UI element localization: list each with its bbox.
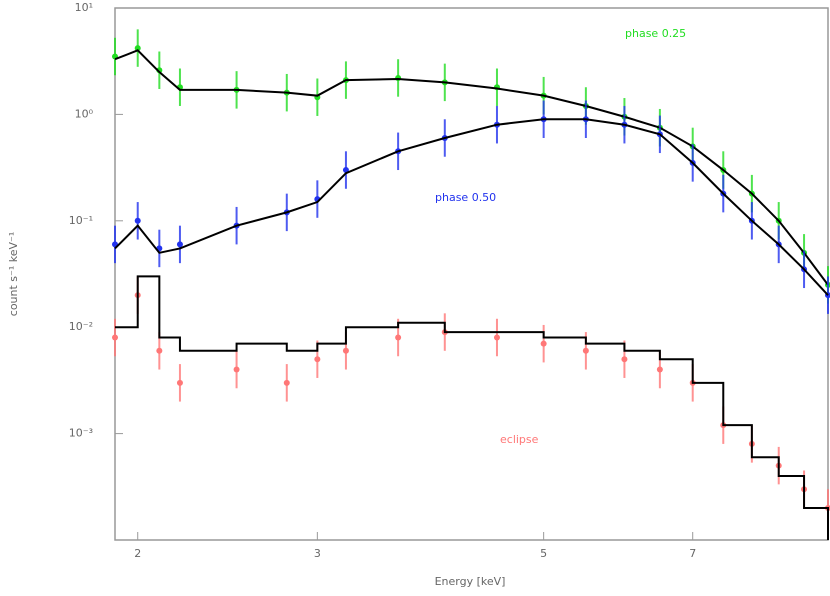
x-tick-label: 5 bbox=[540, 547, 547, 560]
y-tick-label: 10⁻³ bbox=[69, 427, 93, 440]
data-point bbox=[342, 347, 349, 354]
model-line bbox=[115, 275, 829, 540]
data-point bbox=[233, 366, 240, 373]
series-label: eclipse bbox=[500, 433, 539, 446]
x-tick-label: 2 bbox=[134, 547, 141, 560]
data-point bbox=[156, 347, 163, 354]
data-point bbox=[176, 241, 183, 248]
series-label: phase 0.25 bbox=[625, 27, 686, 40]
data-point bbox=[283, 379, 290, 386]
model-line bbox=[114, 49, 829, 286]
model-line bbox=[114, 118, 829, 296]
data-point bbox=[621, 356, 628, 363]
data-point bbox=[134, 217, 141, 224]
y-tick-label: 10⁻² bbox=[69, 320, 93, 333]
y-axis-label: count s⁻¹ keV⁻¹ bbox=[7, 232, 20, 316]
data-point bbox=[656, 366, 663, 373]
y-tick-label: 10⁰ bbox=[75, 107, 94, 120]
data-point bbox=[582, 347, 589, 354]
x-axis-label: Energy [keV] bbox=[435, 575, 506, 588]
series-label: phase 0.50 bbox=[435, 191, 496, 204]
y-tick-label: 10⁻¹ bbox=[69, 214, 93, 227]
y-tick-label: 10¹ bbox=[75, 1, 93, 14]
data-point bbox=[395, 334, 402, 341]
data-point bbox=[134, 45, 141, 52]
data-point bbox=[112, 334, 118, 341]
data-point bbox=[540, 340, 547, 347]
x-tick-label: 7 bbox=[689, 547, 696, 560]
data-point bbox=[314, 356, 321, 363]
data-point bbox=[176, 379, 183, 386]
x-tick-label: 3 bbox=[314, 547, 321, 560]
data-point bbox=[493, 334, 500, 341]
plot-frame bbox=[114, 7, 829, 541]
